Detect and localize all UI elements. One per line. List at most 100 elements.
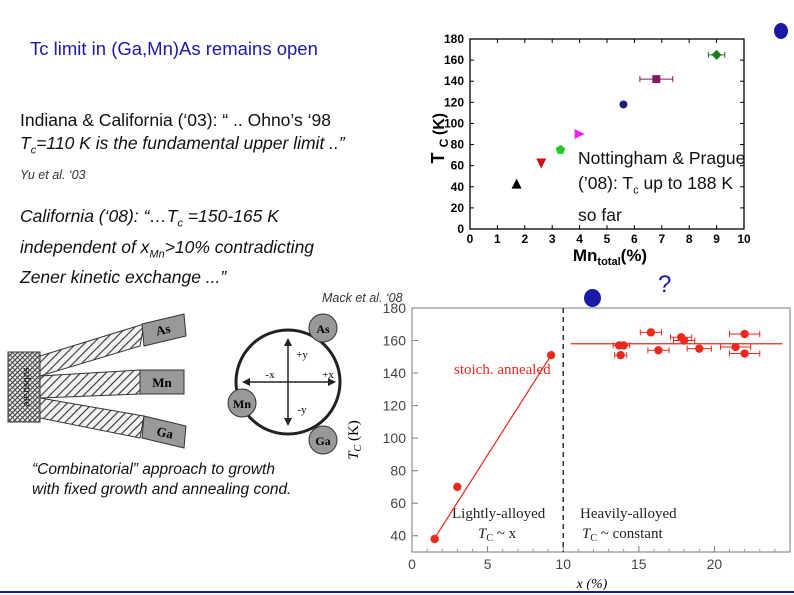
chart1-ytick-label: 100 <box>444 116 464 130</box>
nottingham-line-2-pre: (’08): T <box>578 172 634 193</box>
nottingham-line-2-post: up to 188 K <box>638 172 733 193</box>
chart1-xlabel-unit: (%) <box>621 246 647 265</box>
nottingham-line-3: so far <box>578 204 622 225</box>
california-line-2-post: >10% contradicting <box>164 236 315 257</box>
axis-label-down: -y <box>297 404 307 416</box>
chart1-xtick-label: 7 <box>658 232 665 246</box>
mn-label-box <box>139 369 185 395</box>
chart2-data-point <box>646 328 656 337</box>
chart1-data-point <box>619 100 628 109</box>
chart2-xtick-label: 10 <box>555 556 571 572</box>
california-quote: California (‘08): “…Tc =150-165 K indepe… <box>20 205 314 289</box>
chart2-data-point <box>430 534 439 544</box>
chart1-ytick-label: 20 <box>451 201 465 215</box>
chart2-ytick-label: 100 <box>383 430 407 446</box>
chart2-left-rule-t: T <box>478 526 488 542</box>
chart2-right-rule-t: T <box>582 526 592 542</box>
mn-circle-label: Mn <box>233 397 251 411</box>
chart2-ytick-label: 120 <box>383 398 407 414</box>
chart1-xtick-label: 2 <box>521 232 528 246</box>
chart1-ytick-label: 60 <box>451 159 465 173</box>
blue-dot-top-right <box>774 23 788 39</box>
chart2-xlabel: x (%) <box>576 577 608 590</box>
as-arm <box>39 323 145 377</box>
california-xmn-sub: Mn <box>149 248 165 260</box>
substrate-label: substrate <box>21 367 33 406</box>
chart2-left-rule-rest: ~ x <box>493 526 517 542</box>
axis-label-left: -x <box>265 369 275 381</box>
chart2-ylabel-main: T <box>346 450 362 460</box>
chart2-data-point <box>619 341 628 350</box>
chart2-left-region-label: Lightly-alloyed <box>452 506 546 522</box>
chart2-xtick-label: 15 <box>631 556 647 572</box>
chart2-right-rule-rest: ~ constant <box>597 526 663 542</box>
chart1-xtick-label: 10 <box>737 232 751 246</box>
as-arm-label: As <box>154 321 171 339</box>
combinatorial-line-2: with fixed growth and annealing cond. <box>32 481 292 498</box>
chart2-xtick-label: 5 <box>484 556 492 572</box>
chart2-ylabel-unit: (K) <box>346 420 362 445</box>
ga-circle <box>308 425 338 455</box>
chart2-data-point <box>546 350 556 360</box>
chart2-right-rule-sub: C <box>590 533 597 544</box>
chart2-data-point <box>731 342 740 352</box>
axis-label-up: +y <box>296 349 308 361</box>
ga-circle-label: Ga <box>315 434 330 448</box>
substrate-block: substrate <box>7 351 41 423</box>
california-line-1-post: =150-165 K <box>183 206 279 226</box>
as-circle-label: As <box>316 322 330 336</box>
nottingham-tc-sub: c <box>633 184 639 196</box>
chart1-ylabel-sub: C <box>437 138 451 147</box>
california-citation: Mack et al. ‘08 <box>322 291 403 305</box>
indiana-tc-t: T <box>20 133 31 153</box>
chart2-data-point <box>616 350 625 360</box>
blue-dot-middle <box>584 289 601 307</box>
indiana-tc-sub: c <box>30 144 37 157</box>
chart-tc-vs-x: TC (K) x (%) stoich. annealed Lightly-al… <box>346 300 791 590</box>
chart1-data-point <box>711 49 722 60</box>
chart2-left-rule: TC ~ x <box>478 526 517 544</box>
california-line-1: California (‘08): “…Tc =150-165 K <box>20 205 314 236</box>
growth-diagram: substrate As Mn Ga +y -y -x +x As Mn Ga <box>7 313 342 455</box>
question-mark: ? <box>658 271 672 298</box>
chart2-right-region-label: Heavily-alloyed <box>580 506 677 522</box>
chart2-ytick-label: 60 <box>390 495 406 511</box>
chart1-xlabel: Mntotal(%) <box>573 246 647 268</box>
chart1-xtick-label: 8 <box>686 232 693 246</box>
chart2-ytick-label: 140 <box>383 365 407 381</box>
chart2-data-point <box>695 344 704 353</box>
chart2-legend-label: stoich. annealed <box>454 362 551 378</box>
bottom-rule <box>0 591 794 593</box>
chart2-ytick-label: 80 <box>390 463 406 479</box>
axis-label-right: +x <box>322 369 334 381</box>
chart1-data-point <box>511 178 522 189</box>
chart1-xtick-label: 9 <box>713 232 720 246</box>
chart1-ylabel-unit: (K) <box>431 113 448 135</box>
chart1-xtick-label: 4 <box>576 232 583 246</box>
nottingham-line-2: (’08): Tc up to 188 K <box>578 171 745 203</box>
nottingham-line-1: Nottingham & Prague <box>578 148 746 168</box>
chart1-ytick-label: 80 <box>451 138 465 152</box>
chart2-plot-frame <box>411 307 791 553</box>
chart1-ytick-label: 140 <box>444 74 464 88</box>
combinatorial-caption: “Combinatorial” approach to growth with … <box>32 460 291 500</box>
california-line-2: independent of xMn>10% contradicting <box>20 236 314 267</box>
chart1-ytick-label: 180 <box>444 32 464 46</box>
chart2-ytick-label: 40 <box>390 528 406 544</box>
chart1-ylabel-main: T <box>428 153 448 164</box>
chart2-data-point <box>740 349 749 358</box>
chart1-xtick-label: 3 <box>549 232 556 246</box>
chart2-data-point <box>740 329 749 339</box>
chart2-ytick-label: 180 <box>383 300 407 316</box>
chart1-xtick-label: 6 <box>631 232 638 246</box>
indiana-citation: Yu et al. ‘03 <box>20 167 86 182</box>
chart2-data-point <box>654 346 663 355</box>
chart2-data-point <box>453 482 462 492</box>
nottingham-text: Nottingham & Prague (’08): Tc up to 188 … <box>578 146 745 227</box>
chart2-ylabel: TC (K) <box>346 420 364 460</box>
mn-arm <box>39 369 141 399</box>
california-line-3: Zener kinetic exchange ...” <box>20 267 227 287</box>
chart1-ytick-label: 40 <box>451 180 465 194</box>
chart2-xtick-label: 0 <box>408 556 416 572</box>
chart2-ytick-label: 160 <box>383 333 407 349</box>
